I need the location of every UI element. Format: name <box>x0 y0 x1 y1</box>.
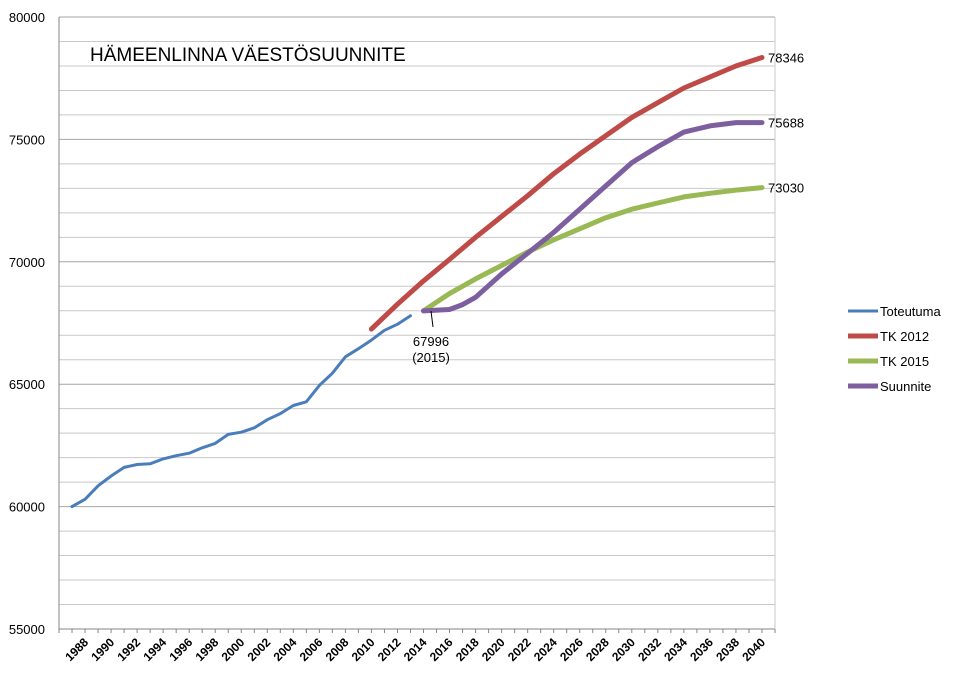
legend-label: TK 2012 <box>880 329 929 344</box>
series-line-toteutuma <box>70 314 412 509</box>
axes <box>58 17 776 630</box>
legend-label: Toteutuma <box>880 304 941 319</box>
y-tick-label: 80000 <box>9 10 45 25</box>
annotation: 67996 (2015) <box>412 310 450 365</box>
legend-label: TK 2015 <box>880 354 929 369</box>
series-lines <box>70 55 765 509</box>
legend-label: Suunnite <box>880 379 931 394</box>
y-tick-label: 75000 <box>9 132 45 147</box>
legend: Toteutuma TK 2012 TK 2015 Suunnite <box>848 304 941 394</box>
end-label: 78346 <box>768 50 804 65</box>
end-value-labels: 78346 75688 73030 <box>768 50 804 195</box>
y-axis-ticks: 55000 60000 65000 70000 75000 80000 <box>9 10 45 637</box>
end-label: 73030 <box>768 181 804 196</box>
series-line-tk-2012 <box>368 55 765 332</box>
gridlines <box>59 16 775 630</box>
end-label: 75688 <box>768 116 804 131</box>
annotation-value: 67996 <box>413 334 449 349</box>
annotation-year: (2015) <box>412 350 450 365</box>
y-tick-label: 55000 <box>9 622 45 637</box>
series-line-suunnite <box>421 120 765 314</box>
series-line-tk-2015 <box>421 185 765 314</box>
y-tick-label: 65000 <box>9 377 45 392</box>
y-tick-label: 60000 <box>9 500 45 515</box>
y-tick-label: 70000 <box>9 255 45 270</box>
annotation-leader-line <box>430 310 434 328</box>
chart-title: HÄMEENLINNA VÄESTÖSUUNNITE <box>90 45 406 66</box>
